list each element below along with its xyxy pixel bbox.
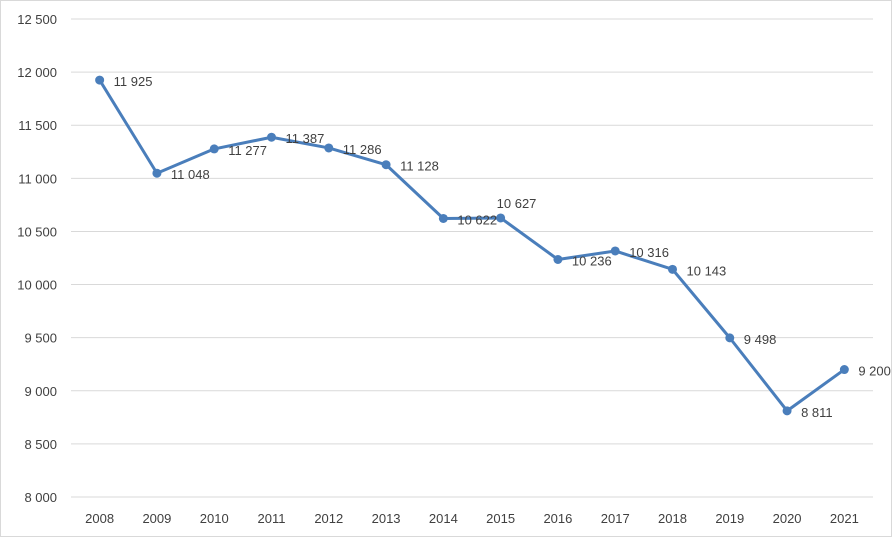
data-label: 10 622 bbox=[457, 212, 497, 227]
data-label: 10 236 bbox=[572, 253, 612, 268]
x-tick-label: 2008 bbox=[85, 511, 114, 526]
y-tick-label: 9 500 bbox=[24, 331, 57, 346]
y-tick-label: 9 000 bbox=[24, 384, 57, 399]
data-label: 11 387 bbox=[286, 131, 325, 146]
y-tick-label: 11 000 bbox=[18, 171, 57, 186]
y-axis-tick-labels: 8 000 8 500 9 000 9 500 10 000 10 500 11 000 11… bbox=[17, 12, 57, 505]
data-label: 10 143 bbox=[687, 263, 727, 278]
x-axis-tick-labels: 2008 2009 2010 2011 2012 2013 2014 2015 2016 2017… bbox=[85, 511, 859, 526]
data-label: 11 277 bbox=[228, 143, 267, 158]
data-label: 9 200 bbox=[858, 364, 891, 379]
series-layer bbox=[95, 75, 849, 416]
x-tick-label: 2019 bbox=[715, 511, 744, 526]
x-tick-label: 2009 bbox=[142, 511, 171, 526]
x-tick-label: 2013 bbox=[372, 511, 401, 526]
data-label: 10 316 bbox=[629, 245, 669, 260]
data-point bbox=[553, 254, 563, 264]
data-point bbox=[725, 333, 735, 343]
data-point bbox=[610, 246, 620, 256]
gridlines bbox=[71, 18, 873, 498]
data-point bbox=[839, 365, 849, 375]
data-label: 9 498 bbox=[744, 332, 777, 347]
data-point bbox=[324, 143, 334, 153]
y-tick-label: 12 500 bbox=[17, 12, 57, 27]
data-label: 10 627 bbox=[497, 196, 537, 211]
data-label: 8 811 bbox=[801, 405, 833, 420]
data-point bbox=[95, 75, 105, 85]
data-label: 11 925 bbox=[114, 74, 153, 89]
x-tick-label: 2018 bbox=[658, 511, 687, 526]
x-tick-label: 2012 bbox=[314, 511, 343, 526]
x-tick-label: 2014 bbox=[429, 511, 458, 526]
x-tick-label: 2021 bbox=[830, 511, 859, 526]
data-point bbox=[267, 132, 276, 142]
data-label: 11 128 bbox=[400, 159, 439, 174]
data-point bbox=[209, 144, 219, 154]
x-tick-label: 2010 bbox=[200, 511, 229, 526]
x-tick-label: 2011 bbox=[258, 511, 286, 526]
x-tick-label: 2020 bbox=[773, 511, 802, 526]
y-tick-label: 11 500 bbox=[18, 118, 57, 133]
series-line bbox=[98, 79, 846, 413]
data-label: 11 048 bbox=[171, 167, 210, 182]
y-tick-label: 10 500 bbox=[17, 224, 57, 239]
data-point bbox=[496, 213, 506, 223]
data-labels: 11 925 11 048 11 277 11 387 11 286 11 128 10 6… bbox=[114, 74, 891, 420]
data-point bbox=[668, 264, 677, 274]
data-point bbox=[782, 406, 792, 416]
data-point bbox=[152, 168, 162, 178]
y-tick-label: 10 000 bbox=[17, 278, 57, 293]
x-tick-label: 2017 bbox=[601, 511, 630, 526]
y-tick-label: 12 000 bbox=[17, 65, 57, 80]
x-tick-label: 2015 bbox=[486, 511, 515, 526]
data-label: 11 286 bbox=[343, 142, 382, 157]
y-tick-label: 8 500 bbox=[24, 437, 57, 452]
data-point bbox=[438, 213, 448, 223]
x-tick-label: 2016 bbox=[543, 511, 572, 526]
data-point bbox=[381, 160, 391, 170]
y-tick-label: 8 000 bbox=[24, 490, 57, 505]
